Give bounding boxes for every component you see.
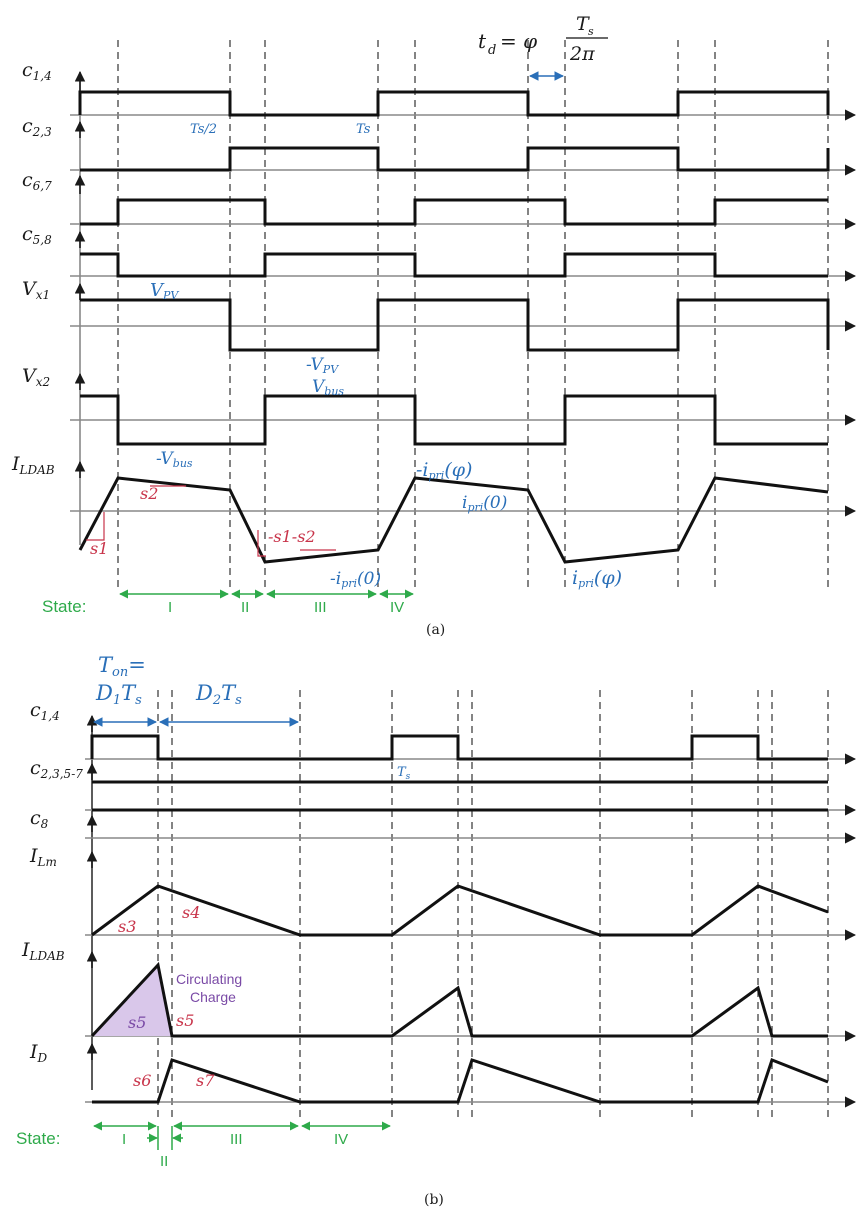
slope-marks-a (86, 485, 336, 557)
caption-b: (b) (424, 1192, 444, 1208)
label-vx2: Vx2 (22, 365, 50, 389)
svg-text:Ts: Ts (397, 765, 411, 782)
label-id: ID (29, 1041, 48, 1065)
svg-text:D2Ts: D2Ts (195, 681, 242, 708)
svg-text:-Vbus: -Vbus (156, 449, 193, 470)
label-b-c2357: c2,3,5-7 (30, 757, 83, 781)
svg-text:s1: s1 (90, 539, 108, 558)
panel-b-time-markers (157, 690, 829, 1120)
panel-b: Ton= D1Ts D2Ts Ts c1,4 c2,3,5-7 c8 ILm I… (16, 653, 857, 1208)
svg-text:-s1-s2: -s1-s2 (268, 527, 316, 546)
svg-text:ipri(φ): ipri(φ) (572, 567, 622, 590)
ilm-waveform (91, 884, 829, 937)
id-waveform (92, 1058, 829, 1104)
ildab-b-waveform (90, 961, 828, 1038)
svg-text:D1Ts: D1Ts (95, 681, 142, 708)
label-b-c8: c8 (30, 807, 49, 831)
c14-waveform (78, 90, 830, 117)
svg-text:Ton=: Ton= (98, 653, 146, 680)
svg-text:s: s (588, 25, 594, 38)
svg-text:IV: IV (334, 1131, 348, 1148)
svg-text:VPV: VPV (150, 280, 179, 302)
svg-text:ipri(0): ipri(0) (462, 493, 507, 514)
label-c23: c2,3 (22, 115, 52, 139)
duty-labels: Ton= D1Ts D2Ts Ts (95, 653, 411, 782)
svg-text:d: d (488, 43, 496, 58)
ildab-waveform (78, 476, 829, 564)
td-formula: t d = φ T s 2π (478, 13, 608, 65)
svg-text:IV: IV (390, 599, 404, 616)
label-c58: c5,8 (22, 223, 52, 247)
svg-text:State:: State: (16, 1129, 60, 1148)
label-ilm: ILm (29, 845, 57, 869)
panel-a-slope-labels: s1 s2 -s1-s2 (90, 484, 316, 558)
svg-text:t: t (478, 29, 487, 53)
svg-text:I: I (122, 1131, 126, 1148)
c14-b-waveform (90, 734, 828, 761)
vx2-waveform (80, 394, 828, 446)
svg-text:Ts: Ts (356, 122, 371, 137)
svg-text:I: I (168, 599, 172, 616)
svg-text:s5: s5 (176, 1011, 194, 1030)
vx1-waveform (80, 298, 830, 352)
circulating-charge-label: Circulating Charge (176, 971, 242, 1005)
svg-text:III: III (230, 1131, 243, 1148)
panel-a: t d = φ T s 2π c1,4 c2,3 c6,7 c5,8 Vx1 V… (11, 13, 857, 638)
svg-text:s6: s6 (133, 1071, 151, 1090)
svg-text:-VPV: -VPV (306, 355, 339, 376)
svg-text:s5: s5 (128, 1013, 146, 1032)
panel-b-signal-labels: c1,4 c2,3,5-7 c8 ILm ILDAB ID (21, 699, 83, 1065)
c58-waveform (80, 252, 828, 278)
panel-a-states: State: I II III IV (42, 589, 414, 616)
label-b-ildab: ILDAB (21, 939, 65, 963)
svg-text:T: T (576, 13, 590, 35)
panel-b-states: State: I II III IV (16, 1121, 391, 1170)
svg-text:s3: s3 (118, 917, 136, 936)
label-c14: c1,4 (22, 59, 52, 83)
svg-text:Vbus: Vbus (312, 377, 344, 398)
svg-text:Circulating: Circulating (176, 971, 242, 987)
panel-a-time-markers (117, 40, 829, 590)
svg-text:State:: State: (42, 597, 86, 616)
caption-a: (a) (426, 622, 445, 638)
label-b-c14: c1,4 (30, 699, 60, 723)
panel-a-signal-labels: c1,4 c2,3 c6,7 c5,8 Vx1 Vx2 ILDAB (11, 59, 55, 477)
circulating-charge-area (92, 965, 172, 1036)
svg-text:s2: s2 (140, 484, 158, 503)
svg-text:II: II (160, 1153, 168, 1170)
svg-text:2π: 2π (569, 43, 595, 65)
svg-text:= φ: = φ (500, 29, 537, 53)
svg-text:Charge: Charge (190, 989, 236, 1005)
label-ildab: ILDAB (11, 453, 55, 477)
svg-text:-ipri(0): -ipri(0) (330, 569, 381, 590)
svg-text:Ts/2: Ts/2 (190, 122, 217, 137)
label-c67: c6,7 (22, 169, 52, 193)
label-vx1: Vx1 (22, 278, 50, 302)
panel-a-baselines (70, 109, 857, 517)
panel-a-annotations: Ts/2 Ts VPV -VPV Vbus -Vbus -ipri(φ) ipr… (150, 122, 622, 590)
panel-b-slope-labels: s3 s4 s5 s5 s6 s7 (118, 903, 215, 1090)
svg-text:III: III (314, 599, 327, 616)
svg-text:-ipri(φ): -ipri(φ) (416, 459, 472, 482)
c67-waveform (80, 198, 828, 226)
c23-waveform (80, 146, 830, 172)
svg-text:II: II (241, 599, 249, 616)
svg-text:s7: s7 (196, 1071, 215, 1090)
svg-text:s4: s4 (182, 903, 200, 922)
